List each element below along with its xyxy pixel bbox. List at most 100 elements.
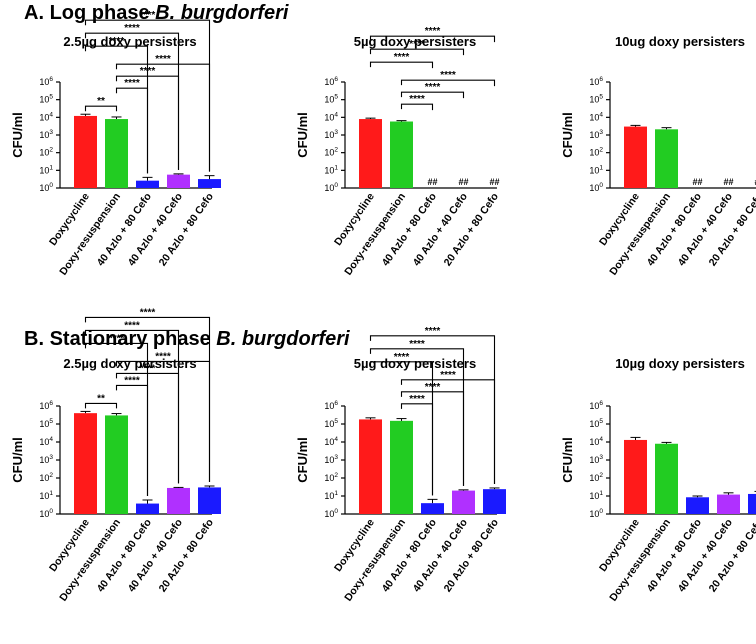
chart-panel: 10ug doxy persisters CFU/ml 100 101 102 103 10… [560, 34, 756, 278]
bar [686, 497, 709, 514]
panel-title: 5µg doxy persisters [354, 356, 476, 371]
y-tick-label: 105 [39, 418, 53, 429]
chart-panel: 2.5µg doxy persisters CFU/ml 100 101 102 103 1… [10, 10, 221, 278]
category-label: 40 Azlo + 40 Cefo [676, 517, 735, 595]
category-label: 40 Azlo + 40 Cefo [126, 517, 185, 595]
category-label: 40 Azlo + 80 Cefo [380, 191, 439, 269]
significance-bracket [84, 316, 211, 482]
bar [390, 121, 413, 188]
category-label: 20 Azlo + 80 Cefo [157, 191, 216, 269]
category-label: 20 Azlo + 80 Cefo [157, 517, 216, 595]
significance-bracket [84, 105, 118, 112]
y-tick-label: 106 [589, 76, 603, 87]
panel-title: 5µg doxy persisters [354, 34, 476, 49]
chart-panel: 2.5µg doxy persisters CFU/ml 100 101 102 103 1… [10, 307, 221, 604]
significance-label: **** [409, 39, 425, 50]
significance-label: ** [97, 96, 105, 107]
section-b-title: B. Stationary phase B. burgdorferi [24, 328, 350, 350]
y-tick-label: 102 [589, 472, 603, 483]
y-tick-label: 104 [39, 436, 53, 447]
y-tick-label: 102 [589, 147, 603, 158]
y-tick-label: 104 [589, 436, 603, 447]
no-growth-marker: ## [458, 177, 468, 187]
significance-label: **** [109, 333, 125, 344]
significance-bracket [84, 342, 149, 496]
significance-label: **** [155, 351, 171, 362]
significance-label: **** [124, 78, 140, 89]
bar [167, 487, 190, 514]
bar [198, 487, 221, 514]
y-tick-label: 106 [589, 400, 603, 411]
y-tick-label: 104 [324, 111, 338, 122]
significance-label: **** [394, 52, 410, 63]
y-tick-label: 105 [324, 418, 338, 429]
significance-bracket [84, 32, 180, 170]
bar [359, 419, 382, 514]
y-tick-label: 101 [589, 164, 603, 175]
y-tick-label: 100 [589, 508, 603, 519]
no-growth-marker: ## [427, 177, 437, 187]
chart-panel: 5µg doxy persisters CFU/ml 100 101 102 103 104… [295, 26, 501, 277]
significance-bracket [84, 329, 180, 484]
y-tick-label: 101 [39, 164, 53, 175]
significance-label: **** [109, 36, 125, 47]
bar [390, 420, 413, 514]
no-growth-marker: ## [489, 177, 499, 187]
significance-label: **** [425, 26, 441, 37]
y-tick-label: 101 [324, 490, 338, 501]
y-tick-label: 100 [39, 182, 53, 193]
significance-bracket [84, 45, 149, 174]
bar [624, 439, 647, 514]
y-tick-label: 106 [324, 76, 338, 87]
y-tick-label: 103 [39, 454, 53, 465]
y-tick-label: 103 [589, 129, 603, 140]
y-tick-label: 103 [324, 129, 338, 140]
y-tick-label: 101 [39, 490, 53, 501]
y-tick-label: 101 [324, 164, 338, 175]
significance-label: **** [140, 307, 156, 318]
significance-bracket [400, 79, 496, 87]
significance-bracket [84, 19, 211, 172]
significance-label: **** [425, 326, 441, 337]
significance-label: **** [409, 339, 425, 350]
bar [452, 490, 475, 514]
category-label: 40 Azlo + 40 Cefo [411, 191, 470, 269]
significance-label: **** [394, 352, 410, 363]
no-growth-marker: ## [692, 177, 702, 187]
category-label: 20 Azlo + 80 Cefo [442, 191, 501, 269]
category-label: 40 Azlo + 40 Cefo [676, 191, 735, 269]
significance-bracket [400, 103, 434, 111]
category-label: 40 Azlo + 40 Cefo [411, 517, 470, 595]
y-axis-label: CFU/ml [295, 112, 310, 158]
y-tick-label: 103 [589, 454, 603, 465]
significance-bracket [84, 402, 118, 409]
y-tick-label: 104 [589, 111, 603, 122]
significance-label: **** [140, 10, 156, 21]
significance-bracket [369, 348, 465, 486]
y-tick-label: 102 [39, 472, 53, 483]
y-tick-label: 100 [589, 182, 603, 193]
y-tick-label: 105 [39, 94, 53, 105]
y-axis-label: CFU/ml [560, 112, 575, 158]
significance-bracket [369, 61, 434, 69]
y-axis-label: CFU/ml [560, 437, 575, 483]
significance-label: **** [425, 82, 441, 93]
category-label: 40 Azlo + 80 Cefo [95, 517, 154, 595]
bar [655, 129, 678, 188]
y-tick-label: 105 [589, 94, 603, 105]
y-tick-label: 106 [39, 76, 53, 87]
significance-label: **** [409, 94, 425, 105]
category-label: 20 Azlo + 80 Cefo [442, 517, 501, 595]
bar [483, 489, 506, 514]
significance-label: **** [409, 394, 425, 405]
y-tick-label: 100 [324, 508, 338, 519]
y-tick-label: 102 [39, 147, 53, 158]
y-tick-label: 104 [39, 111, 53, 122]
y-tick-label: 103 [39, 129, 53, 140]
y-tick-label: 105 [324, 94, 338, 105]
significance-label: **** [124, 320, 140, 331]
category-label: 40 Azlo + 80 Cefo [95, 191, 154, 269]
panel-title: 2.5µg doxy persisters [63, 34, 196, 49]
significance-label: **** [124, 23, 140, 34]
